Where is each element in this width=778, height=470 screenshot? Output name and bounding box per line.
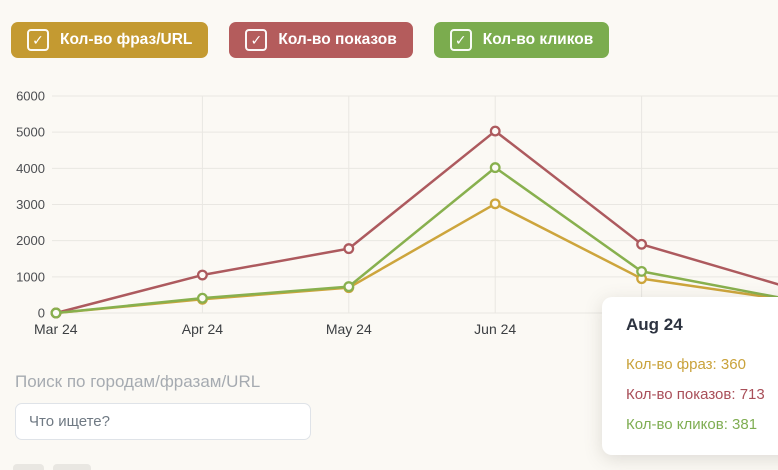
data-point-marker[interactable] bbox=[196, 292, 208, 304]
x-axis-tick-label: Apr 24 bbox=[182, 321, 223, 337]
tooltip-title: Aug 24 bbox=[626, 315, 683, 334]
y-axis-tick-label: 4000 bbox=[16, 161, 45, 176]
data-point-marker[interactable] bbox=[636, 238, 648, 250]
chart-tooltip: Aug 24 Кол-во фраз: 360 Кол-во показов: 7… bbox=[602, 297, 778, 455]
data-point-marker[interactable] bbox=[489, 125, 501, 137]
tooltip-row: Кол-во показов: 713 bbox=[626, 386, 765, 403]
data-point-marker[interactable] bbox=[636, 265, 648, 277]
series-line bbox=[54, 166, 778, 315]
data-point-marker[interactable] bbox=[196, 269, 208, 281]
series-line bbox=[54, 129, 778, 315]
legend-toggle-label: Кол-во показов bbox=[278, 31, 397, 48]
y-axis-tick-label: 6000 bbox=[16, 89, 45, 104]
data-point-marker[interactable] bbox=[343, 243, 355, 255]
y-axis-tick-label: 0 bbox=[38, 306, 45, 321]
data-point-marker[interactable] bbox=[489, 162, 501, 174]
bottom-button-stub[interactable] bbox=[53, 464, 91, 470]
legend-toggle-0[interactable]: ✓ Кол-во фраз/URL bbox=[11, 22, 209, 58]
tooltip-rows: Кол-во фраз: 360 Кол-во показов: 713 Кол-в… bbox=[626, 350, 778, 440]
checkbox-checked-icon: ✓ bbox=[245, 29, 268, 51]
legend-toggle-label: Кол-во кликов bbox=[482, 31, 594, 48]
x-axis-tick-label: Jun 24 bbox=[474, 321, 516, 337]
checkbox-checked-icon: ✓ bbox=[27, 29, 49, 51]
x-axis-tick-label: May 24 bbox=[326, 321, 372, 337]
checkbox-checked-icon: ✓ bbox=[449, 29, 472, 51]
y-axis-tick-label: 3000 bbox=[16, 197, 45, 212]
bottom-button-stub[interactable] bbox=[13, 464, 44, 470]
data-point-marker[interactable] bbox=[489, 198, 501, 210]
data-point-marker[interactable] bbox=[50, 307, 62, 319]
legend-toggle-label: Кол-во фраз/URL bbox=[60, 31, 193, 48]
tooltip-row: Кол-во фраз: 360 bbox=[626, 356, 746, 373]
tooltip-row: Кол-во кликов: 381 bbox=[626, 416, 758, 433]
x-axis-tick-label: Mar 24 bbox=[34, 321, 78, 337]
legend-toggle-2[interactable]: ✓ Кол-во кликов bbox=[433, 22, 610, 58]
chart-legend: ✓ Кол-во фраз/URL ✓ Кол-во показов ✓ Кол-во к… bbox=[11, 22, 610, 58]
y-axis-tick-label: 2000 bbox=[16, 233, 45, 248]
search-label: Поиск по городам/фразам/URL bbox=[15, 372, 261, 391]
y-axis-tick-label: 1000 bbox=[16, 269, 45, 284]
legend-toggle-1[interactable]: ✓ Кол-во показов bbox=[229, 22, 413, 58]
data-point-marker[interactable] bbox=[343, 281, 355, 293]
y-axis-tick-label: 5000 bbox=[16, 125, 45, 140]
search-input[interactable] bbox=[15, 403, 311, 440]
